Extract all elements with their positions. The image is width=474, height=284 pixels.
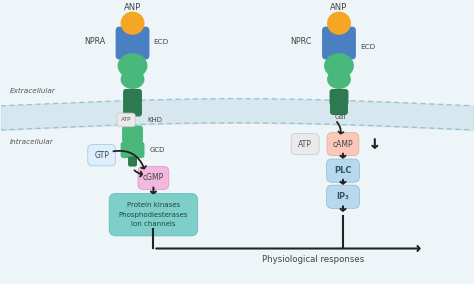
FancyBboxPatch shape <box>322 27 340 59</box>
Ellipse shape <box>120 70 145 89</box>
Ellipse shape <box>118 53 147 78</box>
Text: Intracellular: Intracellular <box>9 139 54 145</box>
Ellipse shape <box>327 12 351 35</box>
FancyBboxPatch shape <box>131 27 149 59</box>
FancyBboxPatch shape <box>130 142 145 158</box>
FancyBboxPatch shape <box>123 102 142 116</box>
Text: ECD: ECD <box>154 39 169 45</box>
FancyBboxPatch shape <box>327 159 359 182</box>
Text: Phosphodiesterases: Phosphodiesterases <box>118 212 188 218</box>
Ellipse shape <box>327 70 351 89</box>
Text: ANP: ANP <box>330 3 347 12</box>
Text: GTP: GTP <box>94 151 109 160</box>
FancyBboxPatch shape <box>123 89 142 105</box>
Text: ATP: ATP <box>121 117 131 122</box>
FancyBboxPatch shape <box>138 166 169 189</box>
Text: ECD: ECD <box>360 44 375 50</box>
Text: ANP: ANP <box>124 3 141 12</box>
FancyBboxPatch shape <box>109 193 198 236</box>
Text: KHD: KHD <box>147 117 163 123</box>
Text: PLC: PLC <box>334 166 352 175</box>
Text: Protein kinases: Protein kinases <box>127 202 180 208</box>
FancyBboxPatch shape <box>122 126 143 143</box>
FancyBboxPatch shape <box>117 113 135 127</box>
Text: Extracellular: Extracellular <box>9 88 55 94</box>
Ellipse shape <box>120 12 145 35</box>
Text: GCD: GCD <box>150 147 165 153</box>
FancyBboxPatch shape <box>88 145 116 166</box>
FancyBboxPatch shape <box>329 89 348 105</box>
FancyBboxPatch shape <box>338 27 356 59</box>
Text: ATP: ATP <box>298 139 312 149</box>
Text: Ion channels: Ion channels <box>131 221 176 227</box>
FancyBboxPatch shape <box>327 185 359 208</box>
Text: NPRA: NPRA <box>84 37 105 46</box>
FancyBboxPatch shape <box>116 27 134 59</box>
Text: IP₃: IP₃ <box>337 192 349 201</box>
Text: cAMP: cAMP <box>333 139 353 149</box>
FancyBboxPatch shape <box>291 133 319 155</box>
Ellipse shape <box>324 53 354 78</box>
FancyBboxPatch shape <box>120 142 135 158</box>
Text: cGMP: cGMP <box>143 174 164 182</box>
Text: Physiological responses: Physiological responses <box>262 255 365 264</box>
FancyBboxPatch shape <box>330 102 348 115</box>
FancyBboxPatch shape <box>128 156 137 166</box>
Text: NPRC: NPRC <box>290 37 311 46</box>
Text: Gαi: Gαi <box>334 114 346 120</box>
FancyBboxPatch shape <box>327 132 359 156</box>
